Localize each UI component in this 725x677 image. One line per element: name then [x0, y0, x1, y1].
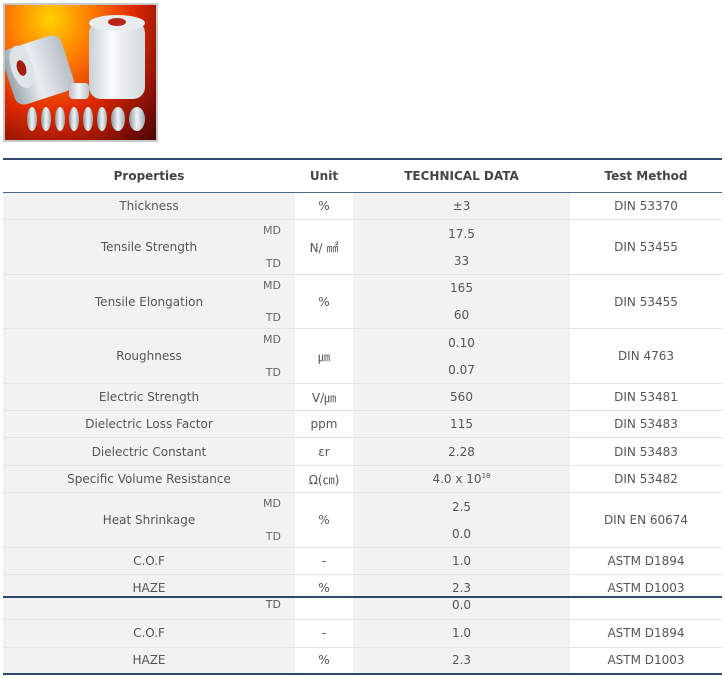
- table-row: TD 0.0: [3, 597, 722, 620]
- unit-cell: -: [295, 547, 353, 575]
- table-row: Dielectric Loss Factor ppm 115 DIN 53483: [3, 410, 722, 438]
- table-row: Dielectric Constant εr 2.28 DIN 53483: [3, 437, 722, 466]
- method-cell: DIN 53483: [570, 437, 722, 466]
- td-label: TD: [265, 257, 281, 270]
- table-row: Roughness MD TD ㎛ 0.10 0.07 DIN 4763: [3, 328, 722, 384]
- product-photo: [3, 3, 158, 142]
- method-cell: ASTM D1003: [570, 647, 722, 674]
- value-cell: 560: [353, 383, 570, 411]
- table-row: Electric Strength V/㎛ 560 DIN 53481: [3, 383, 722, 411]
- value-cell: 1.0: [353, 619, 570, 648]
- method-cell: ASTM D1894: [570, 619, 722, 648]
- method-cell: DIN 53455: [570, 274, 722, 329]
- method-cell: DIN 53482: [570, 465, 722, 493]
- property-cell: Tensile Elongation MD TD: [3, 274, 295, 329]
- td-value: 60: [453, 307, 470, 322]
- property-name: Dielectric Constant: [3, 437, 295, 466]
- value-cell: 17.5 33: [353, 219, 570, 275]
- header-technical-data: TECHNICAL DATA: [353, 159, 570, 193]
- property-name: Heat Shrinkage: [102, 513, 196, 527]
- property-name: Thickness: [3, 192, 295, 220]
- unit-cell: %: [295, 274, 353, 329]
- table-row: C.O.F - 1.0 ASTM D1894: [3, 547, 722, 575]
- td-value: 0.0: [451, 526, 472, 541]
- method-cell: DIN EN 60674: [570, 492, 722, 548]
- td-label: TD: [265, 530, 281, 543]
- method-cell: DIN 53370: [570, 192, 722, 220]
- value-cell: ±3: [353, 192, 570, 220]
- unit-cell: N/ ㎟: [295, 219, 353, 275]
- method-cell: DIN 53483: [570, 410, 722, 438]
- td-label: TD: [265, 311, 281, 324]
- md-value: 17.5: [448, 226, 475, 241]
- property-name: C.O.F: [3, 547, 295, 575]
- value-cell: 2.28: [353, 437, 570, 466]
- table-header: Properties Unit TECHNICAL DATA Test Meth…: [3, 159, 722, 193]
- unit-cell: Ω(㎝): [295, 465, 353, 493]
- td-value: 33: [453, 253, 470, 268]
- unit-cell: %: [295, 647, 353, 674]
- spec-table: Properties Unit TECHNICAL DATA Test Meth…: [3, 158, 722, 602]
- unit-cell: ㎛: [295, 328, 353, 384]
- table-row: Tensile Elongation MD TD % 165 60 DIN 53…: [3, 274, 722, 329]
- value-exponent: 18: [481, 472, 491, 480]
- td-label: TD: [265, 366, 281, 379]
- property-cell: Tensile Strength MD TD: [3, 219, 295, 275]
- film-rolls-image: [5, 5, 156, 140]
- table-row: Thickness % ±3 DIN 53370: [3, 192, 722, 220]
- method-cell: DIN 53455: [570, 219, 722, 275]
- unit-cell: [295, 597, 353, 620]
- unit-cell: V/㎛: [295, 383, 353, 411]
- unit-cell: -: [295, 619, 353, 648]
- value-cell: 115: [353, 410, 570, 438]
- method-cell: ASTM D1894: [570, 547, 722, 575]
- spec-table-repeat: TD 0.0 C.O.F - 1.0 ASTM D1894 HAZE % 2.3…: [3, 596, 722, 675]
- table-row: Specific Volume Resistance Ω(㎝) 4.0 x 10…: [3, 465, 722, 493]
- value-base: 4.0 x 10: [432, 472, 482, 486]
- property-name: Tensile Strength: [100, 240, 198, 254]
- property-cell: Roughness MD TD: [3, 328, 295, 384]
- header-unit: Unit: [295, 159, 353, 193]
- property-name: Specific Volume Resistance: [3, 465, 295, 493]
- header-properties: Properties: [3, 159, 295, 193]
- header-test-method: Test Method: [570, 159, 722, 193]
- property-name: Dielectric Loss Factor: [3, 410, 295, 438]
- unit-cell: ppm: [295, 410, 353, 438]
- table-row: C.O.F - 1.0 ASTM D1894: [3, 619, 722, 648]
- md-value: 0.10: [448, 335, 475, 350]
- table-row: HAZE % 2.3 ASTM D1003: [3, 647, 722, 674]
- property-cell: Heat Shrinkage MD TD: [3, 492, 295, 548]
- table-row: Heat Shrinkage MD TD % 2.5 0.0 DIN EN 60…: [3, 492, 722, 548]
- td-value: 0.07: [448, 362, 475, 377]
- md-label: MD: [263, 497, 281, 510]
- property-name: Roughness: [116, 349, 182, 363]
- table-row: Tensile Strength MD TD N/ ㎟ 17.5 33 DIN …: [3, 219, 722, 275]
- value-cell: 1.0: [353, 547, 570, 575]
- md-label: MD: [263, 279, 281, 292]
- md-label: MD: [263, 224, 281, 237]
- value-cell: 2.3: [353, 647, 570, 674]
- property-name: HAZE: [3, 647, 295, 674]
- td-label: TD: [3, 597, 295, 620]
- value-cell: 0.10 0.07: [353, 328, 570, 384]
- md-value: 2.5: [451, 499, 472, 514]
- value-cell: 165 60: [353, 274, 570, 329]
- property-name: Electric Strength: [3, 383, 295, 411]
- unit-cell: %: [295, 192, 353, 220]
- value-cell: 4.0 x 1018: [353, 465, 570, 493]
- method-cell: [570, 597, 722, 620]
- method-cell: DIN 53481: [570, 383, 722, 411]
- method-cell: DIN 4763: [570, 328, 722, 384]
- td-value: 0.0: [353, 597, 570, 620]
- md-label: MD: [263, 333, 281, 346]
- property-name: Tensile Elongation: [94, 294, 204, 309]
- unit-cell: %: [295, 492, 353, 548]
- value-cell: 2.5 0.0: [353, 492, 570, 548]
- unit-cell: εr: [295, 437, 353, 466]
- property-name: C.O.F: [3, 619, 295, 648]
- md-value: 165: [450, 281, 473, 296]
